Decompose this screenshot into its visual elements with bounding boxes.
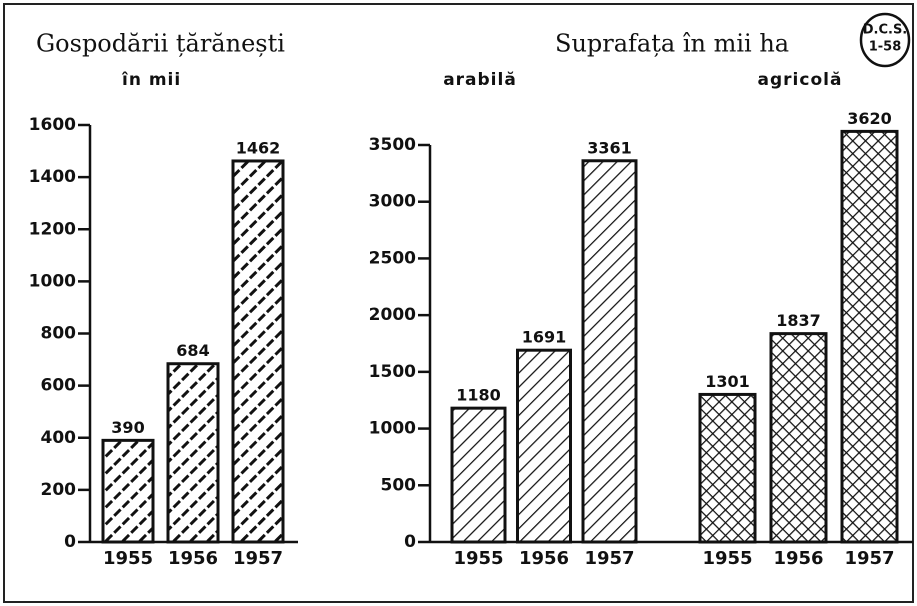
data-label: 1180 [456, 386, 501, 405]
y-tick-label: 3000 [369, 192, 416, 212]
frame [3, 3, 914, 603]
bar [450, 406, 507, 544]
y-tick-label: 1400 [29, 167, 76, 187]
badge-text: D.C.S. [863, 23, 908, 38]
x-tick-label: 1956 [168, 548, 218, 569]
data-label: 1301 [705, 372, 750, 391]
bar [840, 129, 899, 544]
x-tick-label: 1955 [702, 548, 752, 569]
y-tick-label: 2500 [369, 248, 416, 268]
chart-title: Gospodării țărănești [36, 30, 285, 58]
bar [231, 159, 285, 544]
y-tick-label: 500 [381, 475, 417, 495]
badge [859, 12, 911, 68]
data-label: 684 [176, 341, 209, 360]
y-tick-label: 1500 [369, 362, 416, 382]
chart-subtitle: în mii [121, 70, 181, 90]
y-tick-label: 600 [41, 376, 77, 396]
y-tick-label: 1600 [29, 115, 76, 135]
bar [581, 159, 638, 544]
data-label: 1837 [776, 311, 821, 330]
y-tick-label: 0 [404, 532, 416, 552]
y-tick-label: 800 [41, 324, 77, 344]
y-tick-label: 400 [41, 428, 77, 448]
legend-label: arabilă [443, 70, 517, 90]
legend-label: agricolă [758, 70, 843, 90]
bar [516, 348, 572, 544]
x-tick-label: 1956 [519, 548, 569, 569]
y-tick-label: 3500 [369, 135, 416, 155]
x-tick-label: 1957 [233, 548, 283, 569]
x-tick-label: 1957 [584, 548, 634, 569]
bar [769, 332, 828, 544]
data-label: 3361 [587, 138, 632, 157]
y-tick-label: 200 [41, 480, 77, 500]
bar [101, 438, 155, 544]
data-label: 3620 [847, 109, 892, 128]
data-label: 1462 [236, 138, 281, 157]
y-tick-label: 1200 [29, 219, 76, 239]
x-tick-label: 1955 [453, 548, 503, 569]
bar [698, 392, 757, 544]
badge-text: 1-58 [869, 40, 902, 55]
x-tick-label: 1957 [844, 548, 894, 569]
data-label: 1691 [522, 328, 567, 347]
y-tick-label: 0 [64, 532, 76, 552]
bar [166, 362, 220, 544]
data-label: 390 [111, 418, 144, 437]
x-tick-label: 1955 [103, 548, 153, 569]
y-tick-label: 2000 [369, 305, 416, 325]
y-tick-label: 1000 [29, 271, 76, 291]
chart-title: Suprafața în mii ha [555, 30, 789, 58]
y-tick-label: 1000 [369, 419, 416, 439]
x-tick-label: 1956 [773, 548, 823, 569]
